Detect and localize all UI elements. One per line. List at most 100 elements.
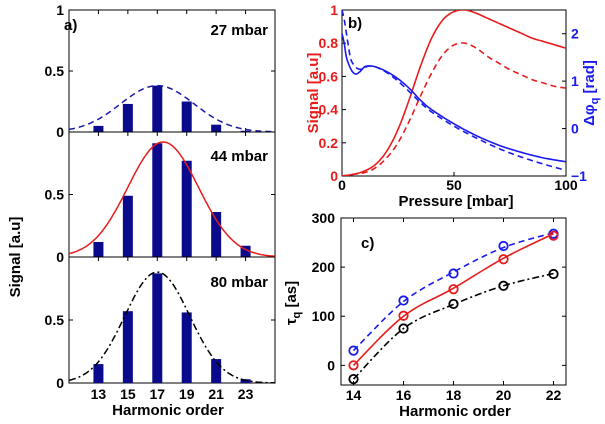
y-tick-label: 0	[56, 375, 64, 391]
fit-curve	[68, 141, 276, 257]
y-tick-label-left: 0.4	[319, 102, 339, 118]
bar	[211, 124, 222, 132]
x-tick-label: 0	[338, 177, 346, 193]
bar	[240, 379, 251, 383]
y-tick-label: 200	[312, 259, 336, 275]
x-tick-label: 18	[446, 387, 462, 403]
series-solid-red-line	[352, 232, 554, 366]
panel-c-y-axis-symbol: τ	[283, 318, 300, 325]
panel-c-y-axis-unit: [as]	[283, 281, 300, 312]
signal-dashed-line	[342, 42, 566, 176]
series-solid-red-point	[448, 284, 459, 295]
bar	[152, 273, 163, 383]
panel-c-x-axis-label: Harmonic order	[399, 403, 511, 420]
phase-solid-line	[342, 33, 566, 163]
series-dashdot-black-point	[348, 374, 359, 385]
y-tick-label: 0.5	[45, 187, 65, 203]
bar	[93, 242, 104, 257]
plot-frame	[341, 9, 567, 177]
y-tick-label-right: −1	[571, 168, 587, 184]
bar	[240, 245, 251, 257]
y-tick-label: 0.5	[45, 312, 65, 328]
bar	[122, 195, 133, 257]
x-tick-label: 14	[346, 387, 362, 403]
x-tick-label: 17	[149, 386, 165, 402]
bar	[240, 130, 251, 132]
y-tick-label: 0.5	[45, 63, 65, 79]
x-tick-label: 100	[554, 177, 578, 193]
bar	[181, 160, 192, 257]
x-tick-label: 15	[120, 386, 136, 402]
bar	[93, 364, 104, 383]
panel-a-y-axis-label: Signal [a.u]	[7, 217, 24, 298]
panel-a: 00.51 00.5 00.513 15 17 19 21 23 a) 27 mbar 4…	[7, 2, 276, 419]
panel-b-x-axis-label: Pressure [mbar]	[398, 193, 513, 210]
series-dashdot-black-point	[398, 323, 409, 334]
bar	[181, 101, 192, 132]
y-tick-label: 0	[56, 249, 64, 265]
panel-a-subplot-80mbar: 0 0.5 13 15 17 19 21 23	[45, 256, 276, 402]
series-solid-red-point	[398, 310, 409, 321]
bar	[181, 312, 192, 383]
x-tick-label: 19	[179, 386, 195, 402]
bar	[152, 85, 163, 132]
x-tick-label: 50	[446, 177, 462, 193]
panel-b-right-axis-subscript: q	[589, 98, 601, 105]
series-dashed-blue-line	[352, 231, 554, 352]
panel-c-y-axis-label: τq [as]	[283, 281, 303, 325]
y-tick-label-left: 0.8	[319, 35, 339, 51]
x-tick-label: 16	[396, 387, 412, 403]
y-tick-label: 0	[56, 124, 64, 140]
series-dashed-blue-point	[498, 240, 509, 252]
series-dashdot-black-line	[352, 272, 554, 380]
panel-b-right-axis-symbol: Δφ	[581, 104, 598, 126]
y-tick-label-right: 1	[571, 73, 579, 89]
panel-b-right-axis-unit: [rad]	[581, 60, 598, 98]
series-solid-red-point	[548, 230, 559, 241]
bar	[211, 212, 222, 257]
plot-frame	[68, 256, 276, 384]
fit-curve	[68, 84, 275, 133]
panel-c: 0 100 200 300 14 16 18 20 22 c) τq [as] Harmonic…	[283, 210, 567, 420]
panel-a-label: a)	[64, 17, 77, 34]
x-tick-label: 23	[238, 386, 254, 402]
series-dashed-blue-point	[348, 345, 359, 356]
series-solid-red-point	[348, 360, 359, 371]
panel-a-x-axis-label: Harmonic order	[112, 402, 224, 419]
y-tick-label-left: 1	[330, 2, 338, 18]
signal-solid-line	[342, 10, 566, 176]
y-tick-label-left: 0.6	[319, 68, 339, 84]
panel-b-plot: 0 0.2 0.4 0.6 0.8 1 −1 0 1 2 0 50 100	[319, 2, 588, 193]
x-tick-label: 20	[496, 387, 512, 403]
subplot-label-44mbar: 44 mbar	[210, 148, 268, 165]
panel-b-left-axis-label: Signal [a.u]	[305, 53, 322, 134]
x-tick-label: 21	[208, 386, 224, 402]
bar	[152, 143, 163, 257]
series-dashdot-black-point	[498, 280, 509, 291]
x-tick-label: 22	[546, 387, 562, 403]
panel-c-label: c)	[361, 235, 374, 252]
panel-a-subplot-27mbar: 00.51	[45, 2, 276, 140]
y-tick-label: 1	[56, 2, 64, 18]
subplot-label-80mbar: 80 mbar	[210, 274, 268, 291]
y-tick-label: 100	[312, 308, 336, 324]
bar	[93, 125, 104, 132]
series-dashdot-black-point	[548, 268, 559, 280]
panel-b-label: b)	[348, 15, 362, 32]
y-tick-label-right: 2	[571, 26, 579, 42]
plot-frame	[68, 9, 276, 133]
panel-a-subplot-44mbar: 00.5	[45, 131, 276, 265]
series-dashed-blue-point	[398, 295, 409, 306]
series-dashdot-black-point	[448, 298, 459, 310]
y-tick-label: 300	[312, 210, 336, 226]
y-tick-label-left: 0	[330, 168, 338, 184]
bar	[122, 311, 133, 383]
bar	[122, 103, 133, 132]
series-solid-red-point	[498, 254, 509, 265]
panel-b: 0 0.2 0.4 0.6 0.8 1 −1 0 1 2 0 50 100 b) Signal [a.u…	[305, 2, 601, 210]
y-tick-label: 0	[327, 357, 335, 373]
phase-dashed-line	[342, 10, 566, 172]
panel-b-right-axis-label: Δφq [rad]	[581, 60, 601, 126]
bar	[211, 359, 222, 383]
